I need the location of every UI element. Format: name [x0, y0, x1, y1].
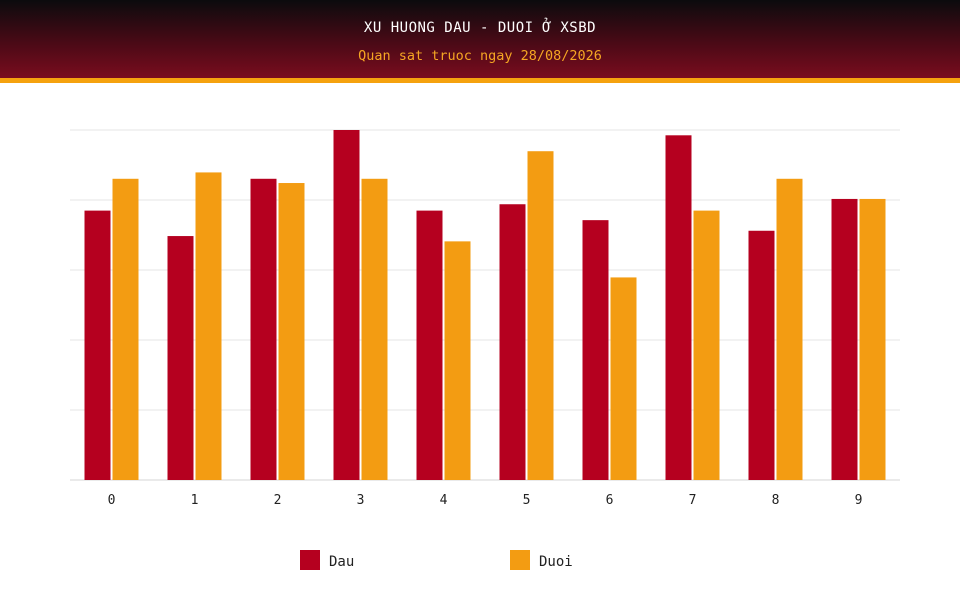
x-axis-ticks: 0 1 2 3 4 5 6 7 8 9: [108, 493, 863, 508]
bar-dau-6[interactable]: [582, 220, 609, 480]
chart-subtitle: Quan sat truoc ngay 28/08/2026: [358, 48, 602, 64]
legend-swatch-duoi[interactable]: [510, 550, 530, 570]
bar-duoi-1[interactable]: [195, 172, 222, 480]
bar-dau-0[interactable]: [84, 210, 111, 480]
x-tick-label: 1: [191, 493, 199, 508]
bar-duoi-7[interactable]: [693, 210, 720, 480]
bar-dau-7[interactable]: [665, 135, 692, 480]
bar-dau-8[interactable]: [748, 230, 775, 480]
bar-dau-3[interactable]: [333, 130, 360, 480]
bar-duoi-3[interactable]: [361, 178, 388, 480]
bar-dau-4[interactable]: [416, 210, 443, 480]
bar-duoi-4[interactable]: [444, 241, 471, 480]
bar-dau-5[interactable]: [499, 204, 526, 480]
x-tick-label: 8: [772, 493, 780, 508]
x-tick-label: 2: [274, 493, 282, 508]
chart-title: XU HUONG DAU - DUOI Ở XSBD: [363, 20, 597, 36]
x-tick-label: 4: [440, 493, 448, 508]
x-tick-label: 5: [523, 493, 531, 508]
x-tick-label: 9: [855, 493, 863, 508]
header-accent-stripe: [0, 78, 960, 83]
bar-duoi-9[interactable]: [859, 198, 886, 480]
bar-duoi-0[interactable]: [112, 178, 139, 480]
legend-label-duoi[interactable]: Duoi: [539, 554, 573, 570]
gridlines: [70, 129, 900, 481]
x-tick-label: 3: [357, 493, 365, 508]
x-tick-label: 7: [689, 493, 697, 508]
bar-dau-9[interactable]: [831, 198, 858, 480]
x-tick-label: 6: [606, 493, 614, 508]
bar-duoi-6[interactable]: [610, 277, 637, 480]
bar-dau-2[interactable]: [250, 178, 277, 480]
legend-swatch-dau[interactable]: [300, 550, 320, 570]
chart-header: [0, 0, 960, 78]
bars: [84, 130, 886, 480]
x-tick-label: 0: [108, 493, 116, 508]
bar-dau-1[interactable]: [167, 236, 194, 480]
bar-duoi-8[interactable]: [776, 178, 803, 480]
legend-label-dau[interactable]: Dau: [329, 554, 354, 570]
legend: Dau Duoi: [300, 550, 573, 570]
bar-duoi-5[interactable]: [527, 151, 554, 480]
bar-duoi-2[interactable]: [278, 183, 305, 480]
